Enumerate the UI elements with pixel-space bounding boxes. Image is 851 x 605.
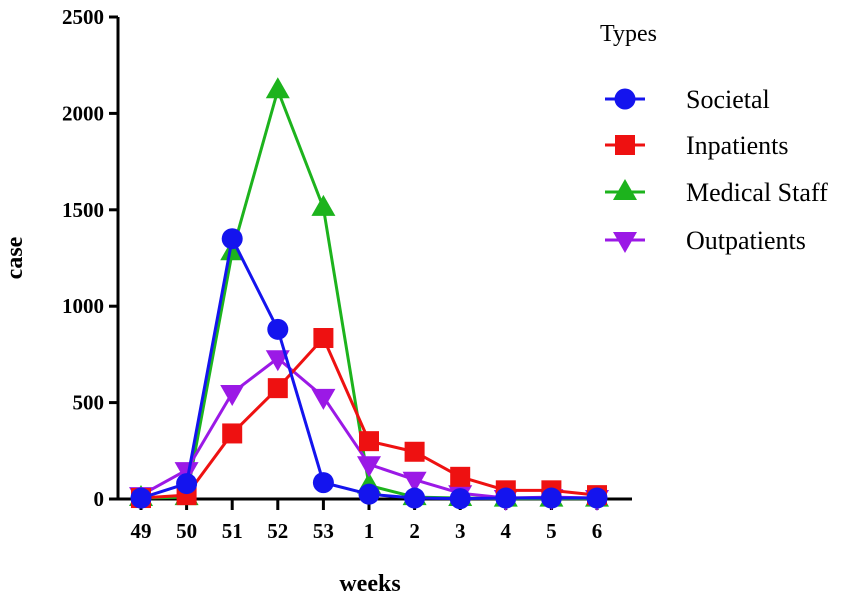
societal-point <box>404 487 426 509</box>
outpatients-point <box>357 456 381 478</box>
legend-item-societal: Societal <box>605 85 770 114</box>
societal-point <box>312 472 334 494</box>
outpatients-point <box>265 350 290 372</box>
societal-point <box>495 487 517 509</box>
societal-point <box>540 487 562 509</box>
y-tick-label: 1500 <box>62 198 104 222</box>
inpatients-point <box>222 423 243 444</box>
series-societal <box>130 228 608 510</box>
x-tick-label: 1 <box>364 519 375 543</box>
legend-label: Societal <box>686 85 770 114</box>
outpatients-point <box>220 384 245 406</box>
medical-staff-point <box>311 194 336 216</box>
inpatients-point <box>267 378 288 399</box>
legend-label: Inpatients <box>686 131 789 160</box>
medical-staff-point <box>220 239 245 261</box>
inpatients-point <box>313 328 334 349</box>
legend-marker <box>615 135 635 155</box>
legend-label: Medical Staff <box>686 178 828 207</box>
x-tick-label: 4 <box>501 519 512 543</box>
x-axis-title: weeks <box>339 571 400 597</box>
x-tick-label: 2 <box>409 519 420 543</box>
societal-point <box>221 228 243 250</box>
x-tick-label: 6 <box>592 519 603 543</box>
societal-point <box>130 487 152 509</box>
societal-point <box>586 487 608 509</box>
y-tick-label: 2000 <box>62 101 104 125</box>
outpatients-point <box>402 471 427 493</box>
axes: 0 500 1000 1500 2000 2500 49 50 51 52 53 1 2 3 4 5 6 week… <box>2 5 632 597</box>
outpatients-point <box>174 462 199 484</box>
legend-marker <box>613 179 637 200</box>
y-axis-title: case <box>2 236 28 279</box>
x-tick-label: 52 <box>267 519 288 543</box>
societal-point <box>449 488 471 510</box>
legend-item-outpatients: Outpatients <box>605 226 806 255</box>
y-tick-label: 2500 <box>62 5 104 29</box>
societal-point <box>358 483 380 505</box>
inpatients-point <box>359 431 379 452</box>
legend-item-medical-staff: Medical Staff <box>605 178 828 207</box>
legend: Types Societal Inpatients Medical Staff Outp… <box>600 21 828 255</box>
series-layer <box>129 77 609 512</box>
legend-title: Types <box>600 21 657 47</box>
inpatients-point <box>404 441 425 462</box>
y-tick-label: 0 <box>94 487 105 511</box>
societal-point <box>176 473 198 495</box>
inpatients-point <box>450 466 471 487</box>
x-tick-label: 5 <box>546 519 557 543</box>
x-tick-label: 53 <box>313 519 334 543</box>
legend-label: Outpatients <box>686 226 806 255</box>
x-tick-label: 49 <box>131 519 152 543</box>
x-tick-label: 50 <box>176 519 197 543</box>
medical-staff-point <box>265 77 290 99</box>
x-tick-label: 3 <box>455 519 466 543</box>
legend-marker <box>613 232 637 253</box>
outpatients-point <box>311 388 336 410</box>
societal-point <box>267 318 289 340</box>
y-tick-label: 500 <box>73 391 105 415</box>
legend-item-inpatients: Inpatients <box>605 131 789 160</box>
x-tick-label: 51 <box>222 519 243 543</box>
legend-marker <box>614 88 636 110</box>
y-tick-label: 1000 <box>62 294 104 318</box>
